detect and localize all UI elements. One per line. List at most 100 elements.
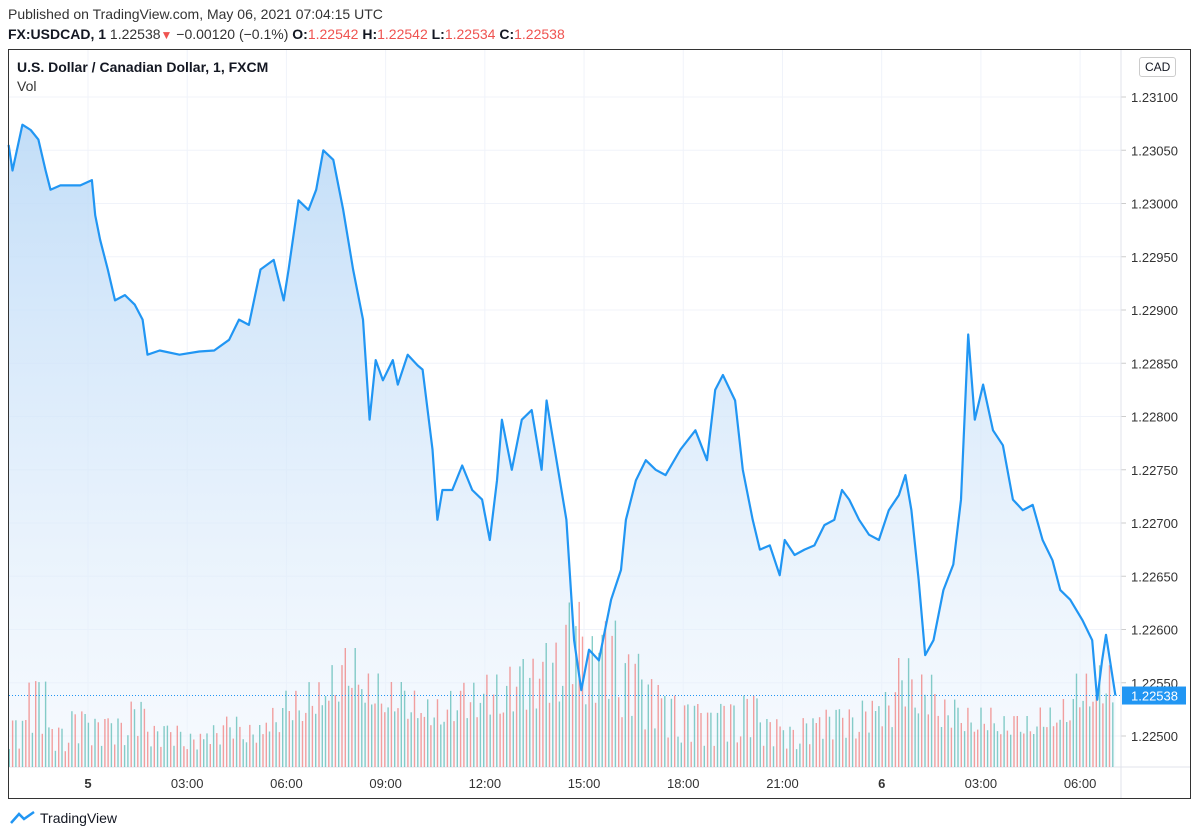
volume-bar (476, 717, 478, 767)
volume-bar (417, 718, 419, 767)
volume-bar (687, 704, 689, 767)
volume-bar (650, 679, 653, 767)
volume-bar (986, 730, 989, 767)
volume-bar (746, 698, 748, 767)
volume-bar (525, 709, 528, 767)
volume-bar (1026, 716, 1028, 767)
volume-bar (199, 733, 202, 767)
volume-bar (298, 710, 300, 767)
volume-bar (114, 744, 116, 767)
volume-bar (239, 726, 241, 767)
volume-bar (562, 685, 564, 767)
volume-bar (1019, 731, 1022, 767)
volume-bar (456, 710, 458, 767)
volume-bar (838, 709, 841, 767)
volume-bar (67, 742, 70, 767)
volume-bar (18, 748, 20, 767)
volume-bar (884, 692, 887, 767)
volume-bar (1095, 692, 1097, 767)
volume-bar (594, 702, 597, 767)
logo-text: TradingView (40, 810, 118, 826)
currency-badge[interactable]: CAD (1139, 57, 1177, 77)
volume-bar (911, 679, 913, 767)
volume-bar (825, 709, 827, 767)
volume-bar (996, 731, 999, 767)
volume-bar (1105, 693, 1107, 767)
volume-bar (1079, 707, 1081, 767)
x-tick-label: 18:00 (667, 776, 700, 791)
low-label: L: (431, 26, 445, 42)
volume-bar (268, 731, 271, 767)
volume-bar (285, 690, 287, 767)
volume-bar (535, 708, 538, 767)
volume-bar (100, 745, 103, 767)
volume-bar (1059, 719, 1061, 767)
volume-bar (970, 722, 972, 767)
volume-bar (344, 648, 346, 767)
volume-bar (730, 704, 732, 767)
volume-bar (160, 746, 162, 767)
volume-bar (795, 749, 798, 767)
low-value: 1.22534 (444, 26, 496, 42)
volume-bar (54, 750, 57, 767)
volume-bar (799, 743, 801, 767)
volume-bar (1056, 722, 1058, 767)
volume-bar (947, 715, 949, 767)
volume-bar (259, 725, 261, 767)
volume-bar (74, 714, 76, 767)
volume-bar (815, 723, 817, 767)
volume-bar (156, 731, 159, 767)
volume-bar (394, 711, 396, 767)
volume-bar (58, 727, 60, 767)
x-tick-label: 5 (84, 776, 91, 791)
volume-bar (1023, 733, 1025, 767)
volume-bar (206, 733, 208, 767)
volume-bar (868, 732, 870, 767)
volume-bar (203, 739, 205, 767)
volume-bar (255, 742, 258, 767)
volume-bar (499, 713, 501, 767)
volume-bar (515, 686, 518, 767)
tradingview-logo[interactable]: TradingView (10, 810, 117, 826)
volume-bar (324, 696, 327, 767)
x-tick-label: 12:00 (469, 776, 502, 791)
volume-bar (97, 722, 99, 767)
volume-bar (1102, 703, 1104, 767)
volume-bar (15, 720, 17, 767)
published-note: Published on TradingView.com, May 06, 20… (8, 6, 383, 22)
volume-bar (1016, 716, 1018, 767)
volume-bar (848, 709, 850, 767)
volume-bar (84, 714, 86, 767)
volume-bar (1069, 720, 1071, 767)
volume-bar (973, 731, 976, 767)
volume-bar (466, 718, 468, 767)
volume-bar (842, 717, 844, 767)
y-tick-label: 1.22650 (1131, 569, 1178, 584)
volume-bar (235, 716, 238, 767)
volume-bar (107, 718, 109, 767)
volume-bar (361, 689, 363, 767)
volume-bar (1046, 727, 1048, 767)
volume-bar (473, 682, 475, 767)
volume-bar (21, 720, 24, 767)
volume-bar (341, 665, 343, 767)
high-label: H: (362, 26, 378, 42)
volume-bar (782, 730, 785, 767)
volume-bar (364, 702, 366, 767)
volume-bar (436, 699, 439, 767)
volume-bar (127, 735, 129, 767)
volume-bar (618, 697, 620, 767)
volume-bar (937, 715, 939, 767)
volume-bar (453, 721, 455, 767)
volume-bar (288, 711, 290, 767)
symbol: FX:USDCAD, 1 (8, 26, 107, 42)
volume-bar (950, 727, 953, 767)
volume-bar (736, 742, 738, 767)
volume-bar (529, 677, 531, 767)
volume-bar (690, 741, 692, 767)
volume-bar (1049, 707, 1051, 767)
volume-bar (604, 621, 607, 767)
volume-bar (311, 705, 314, 767)
y-tick-label: 1.22700 (1131, 516, 1178, 531)
